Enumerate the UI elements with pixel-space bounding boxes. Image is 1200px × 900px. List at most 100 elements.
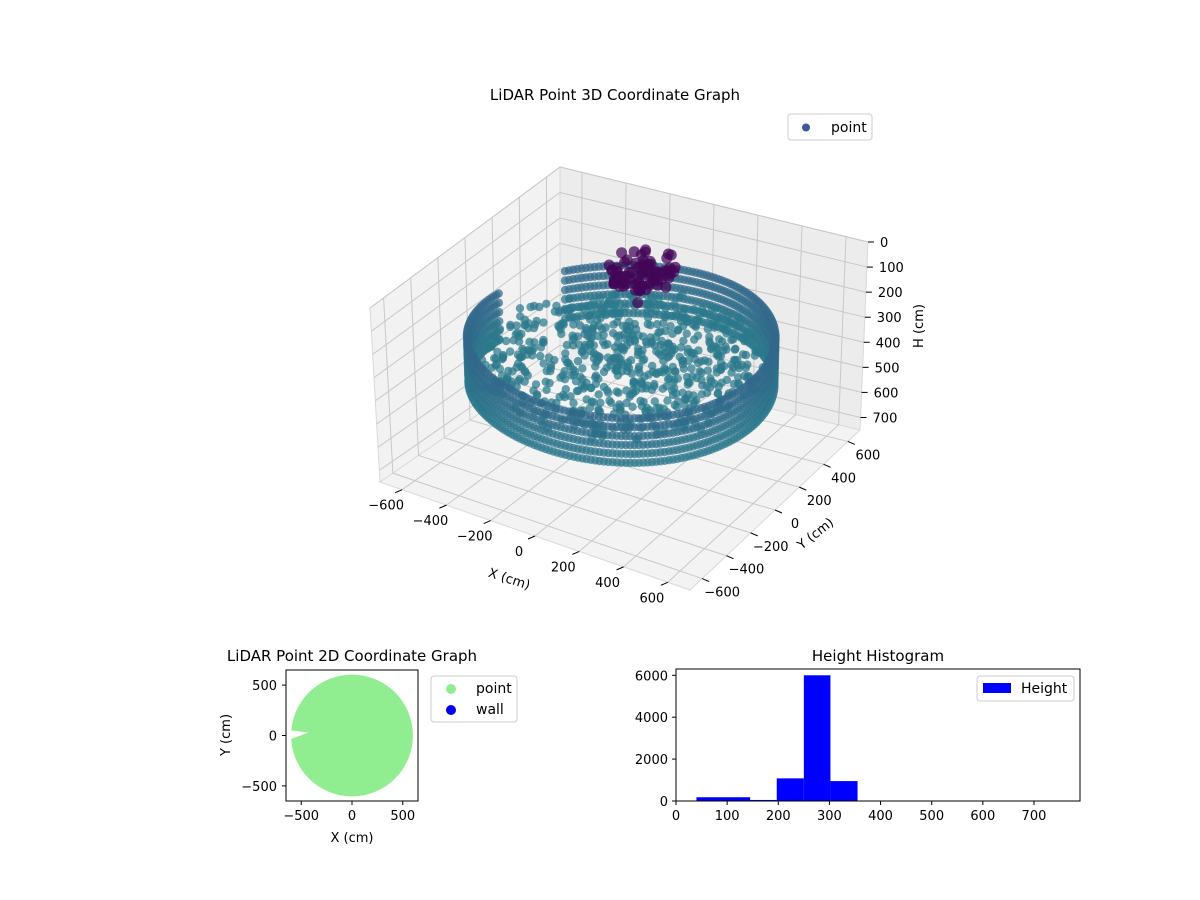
data-point-3d <box>683 348 692 357</box>
data-point-3d <box>488 331 497 341</box>
data-point-3d <box>651 306 660 316</box>
data-point-3d <box>714 382 723 391</box>
data-point-3d <box>529 323 539 333</box>
data-point-3d <box>679 336 688 346</box>
data-point-3d <box>663 396 672 405</box>
x-tick <box>394 489 403 494</box>
data-point-3d <box>512 321 521 330</box>
data-point-3d <box>501 336 511 346</box>
x-tick-label: 200 <box>551 560 576 575</box>
data-point-3d <box>544 353 554 362</box>
data-point-3d <box>706 344 716 354</box>
data-point-3d <box>676 317 686 326</box>
data-point-3d <box>715 335 724 344</box>
data-point-3d <box>524 323 533 333</box>
chart-3d-title: LiDAR Point 3D Coordinate Graph <box>490 86 740 104</box>
data-point-3d <box>582 395 591 404</box>
data-point-3d <box>596 293 605 302</box>
z-tick-label: 100 <box>879 261 904 276</box>
data-point-3d <box>571 377 581 386</box>
data-point-3d <box>575 321 585 330</box>
data-point-3d <box>697 357 706 366</box>
z-tick-label: 200 <box>878 286 903 301</box>
data-point-3d <box>660 364 669 373</box>
histogram-legend-label: Height <box>1021 681 1068 697</box>
data-point-3d <box>637 401 647 411</box>
chart-3d-points <box>462 244 780 468</box>
point-cloud-disk <box>291 674 413 797</box>
data-point-3d <box>583 302 592 311</box>
chart-2d-title: LiDAR Point 2D Coordinate Graph <box>227 647 477 665</box>
data-point-3d <box>613 332 622 341</box>
data-point-3d <box>565 361 575 371</box>
data-point-3d <box>568 341 578 350</box>
data-point-3d <box>561 349 570 358</box>
z-tick-label: 500 <box>875 361 900 376</box>
data-point-3d <box>540 418 550 427</box>
data-point-3d <box>650 382 659 391</box>
data-point-3d <box>719 324 728 333</box>
data-point-3d <box>740 336 749 346</box>
data-point-3d <box>620 303 630 312</box>
data-point-3d <box>578 364 587 373</box>
y-tick <box>774 509 783 514</box>
data-point-3d <box>706 313 715 322</box>
data-point-3d <box>687 364 696 373</box>
data-point-3d <box>632 261 644 273</box>
data-point-3d <box>509 336 518 345</box>
grid-z-left <box>373 242 561 379</box>
data-point-3d <box>574 340 584 349</box>
data-point-3d <box>526 302 535 312</box>
point-cloud-gap <box>286 730 309 741</box>
chart-2d-plot-area <box>286 674 413 797</box>
data-point-3d <box>589 296 598 306</box>
grid-z-back <box>559 166 869 243</box>
data-point-3d <box>625 392 634 401</box>
hist-x-tick-label: 300 <box>817 809 842 824</box>
data-point-3d <box>659 356 668 366</box>
grid-y-left <box>437 257 445 438</box>
data-point-3d <box>562 340 572 350</box>
data-point-3d <box>588 325 597 335</box>
data-point-3d <box>530 338 539 347</box>
histogram-bar <box>803 675 831 801</box>
data-point-3d <box>656 273 668 285</box>
data-point-3d <box>643 265 655 277</box>
data-point-3d <box>633 350 643 360</box>
data-point-3d <box>560 267 570 276</box>
data-point-3d <box>702 381 711 390</box>
hist-y-tick-label: 6000 <box>635 669 668 684</box>
data-point-3d <box>578 346 587 356</box>
data-point-3d <box>585 403 595 412</box>
y-tick-label: 0 <box>791 517 799 532</box>
chart-3d-legend-box <box>787 113 873 141</box>
data-point-3d <box>622 398 631 408</box>
data-point-3d <box>598 337 608 347</box>
grid-z-left <box>372 217 561 355</box>
data-point-3d <box>560 375 570 384</box>
x-tick <box>483 520 491 525</box>
y-tick <box>726 555 734 560</box>
chart-3d-ylabel: Y (cm) <box>794 515 837 553</box>
data-point-3d <box>536 343 546 352</box>
chart-3d-zlabel: H (cm) <box>912 304 927 348</box>
z-tick-label: 400 <box>876 336 901 351</box>
x-tick <box>572 550 580 555</box>
data-point-3d <box>591 373 600 382</box>
data-point-3d <box>593 331 603 341</box>
data-point-3d <box>609 320 618 329</box>
chart-2d: LiDAR Point 2D Coordinate Graph −500 0 500… <box>219 647 518 846</box>
histogram-legend: Height <box>976 675 1075 702</box>
data-point-3d <box>542 366 551 376</box>
data-point-3d <box>599 382 609 392</box>
data-point-3d <box>668 329 677 338</box>
data-point-3d <box>640 372 649 381</box>
hist-y-tick-label: 4000 <box>635 711 668 726</box>
data-point-3d <box>491 361 500 370</box>
hist-x-tick-label: 100 <box>715 809 740 824</box>
hist-y-tick-label: 2000 <box>635 753 668 768</box>
data-point-3d <box>594 321 604 330</box>
chart-2d-ticks: −500 0 500 −500 0 500 <box>241 679 415 824</box>
data-point-3d <box>652 320 662 329</box>
